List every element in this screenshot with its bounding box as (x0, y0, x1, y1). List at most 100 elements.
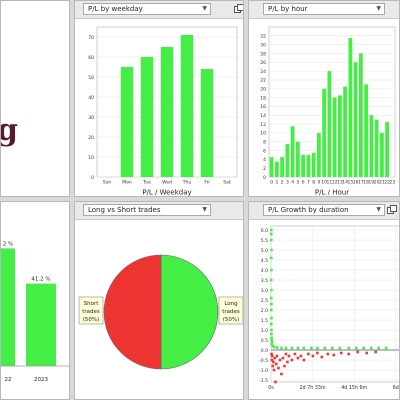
y-tick-label: 6.0 (261, 228, 268, 234)
y-tick-label: 0.5 (261, 338, 268, 344)
bar (348, 38, 353, 177)
data-point (339, 351, 343, 355)
y-tick-label: 10 (260, 131, 266, 137)
data-point (316, 346, 319, 350)
window-restore-icon[interactable] (234, 4, 243, 14)
plot-area (268, 26, 396, 178)
data-point (269, 322, 273, 326)
data-point (332, 353, 336, 357)
data-point (293, 352, 297, 356)
x-tick-label: 19 (369, 180, 375, 186)
weekday-panel: P/L by weekday ▼ 0 10 20 30 40 50 60 70 Sun Mon Tu… (74, 0, 244, 197)
x-tick-label: Sun (103, 180, 112, 186)
y-tick-label: 22 (260, 78, 266, 84)
window-restore-icon[interactable] (387, 205, 397, 215)
x-tick-label: Tue (142, 180, 151, 186)
y-tick-label: 0 (263, 175, 266, 181)
bar (295, 141, 300, 177)
bar (316, 132, 321, 177)
x-tick-label: 6 (302, 180, 305, 186)
chevron-down-icon: ▼ (202, 206, 207, 213)
long-short-chart-select[interactable]: Long vs Short trades ▼ (83, 204, 211, 216)
growth-chart: -1.5 -1.0 -0.5 0.0 0.5 1.0 1.5 2.0 2.5 3.0 3.5 4.0 4… (259, 225, 399, 391)
growth-chart-select[interactable]: P/L Growth by duration ▼ (263, 204, 385, 216)
weekday-chart-select[interactable]: P/L by weekday ▼ (83, 3, 211, 15)
y-tick-label: 10 (88, 155, 94, 161)
short-label-text: trades (82, 309, 100, 315)
data-point (270, 332, 273, 336)
y-tick-label: 50 (88, 75, 94, 81)
x-tick-label: 18 (363, 180, 369, 186)
data-point (270, 358, 274, 362)
data-point (270, 338, 273, 342)
data-point (272, 360, 275, 364)
short-label-text: (50%) (83, 317, 100, 323)
data-point (280, 346, 283, 350)
data-point (310, 346, 313, 350)
data-point (270, 342, 274, 346)
bar (280, 157, 285, 177)
x-tick-label: 21 (379, 180, 385, 186)
x-tick-label: Fri (204, 180, 209, 186)
pie-slice (160, 254, 219, 370)
y-tick-label: 40 (88, 95, 94, 101)
y-tick-label: 5.0 (261, 248, 268, 254)
x-tick-label: 3 (286, 180, 289, 186)
data-point (271, 364, 275, 368)
x-tick-label: 4d 15h 6m (341, 385, 367, 391)
x-tick-label: 17 (358, 180, 364, 186)
data-point (269, 238, 273, 242)
x-tick-label: 22 (384, 180, 390, 186)
data-point (320, 355, 324, 359)
data-point (269, 296, 273, 300)
bar (353, 62, 358, 178)
x-tick-label: 14 (342, 180, 348, 186)
data-point (270, 288, 273, 292)
data-point (283, 364, 286, 368)
long-short-chart: Short trades (50%) Long trades (50%) (78, 254, 243, 370)
x-tick-label: Wed (162, 180, 172, 186)
data-point (277, 366, 280, 370)
bar (379, 132, 384, 177)
data-point (269, 278, 273, 282)
short-label-box (78, 296, 104, 325)
data-point (384, 346, 388, 350)
growth-panel: P/L Growth by duration ▼ -1.5 -1.0 -0.5 0.0… (248, 201, 400, 400)
bar (364, 84, 369, 177)
bar (385, 121, 390, 177)
bar (200, 69, 214, 177)
y-tick-label: 18 (260, 95, 266, 101)
y-tick-label: 4 (263, 157, 266, 163)
y-tick-label: -1.0 (259, 368, 268, 374)
y-tick-label: -1.5 (259, 378, 268, 384)
chevron-down-icon: ▼ (376, 206, 381, 213)
hour-select-label: P/L by hour (268, 5, 308, 13)
hour-chart-select[interactable]: P/L by hour ▼ (263, 3, 385, 15)
growth-select-label: P/L Growth by duration (268, 206, 349, 214)
y-tick-label: 3.0 (261, 288, 268, 294)
data-point (272, 345, 276, 349)
data-point (270, 316, 273, 320)
x-tick-label: 20 (374, 180, 380, 186)
data-point (284, 352, 288, 356)
value-label: 41.2 % (31, 277, 50, 283)
data-point (286, 360, 289, 364)
x-tick-label: 1 (275, 180, 278, 186)
data-point (330, 346, 334, 350)
data-point (377, 346, 380, 350)
long-label-box (218, 296, 243, 325)
bar (306, 154, 311, 177)
hour-panel-header: P/L by hour ▼ (249, 1, 399, 19)
y-tick-label: 32 (260, 34, 266, 40)
data-point (365, 351, 368, 355)
y-tick-label: 24 (260, 69, 266, 75)
weekday-select-label: P/L by weekday (88, 5, 143, 13)
bar (160, 47, 174, 177)
y-tick-label: 60 (88, 55, 94, 61)
long-label-text: (50%) (223, 317, 240, 323)
y-tick-label: 30 (88, 115, 94, 121)
data-point (316, 351, 319, 355)
x-tick-label: 4 (291, 180, 294, 186)
x-tick-label: 23 (390, 180, 396, 186)
